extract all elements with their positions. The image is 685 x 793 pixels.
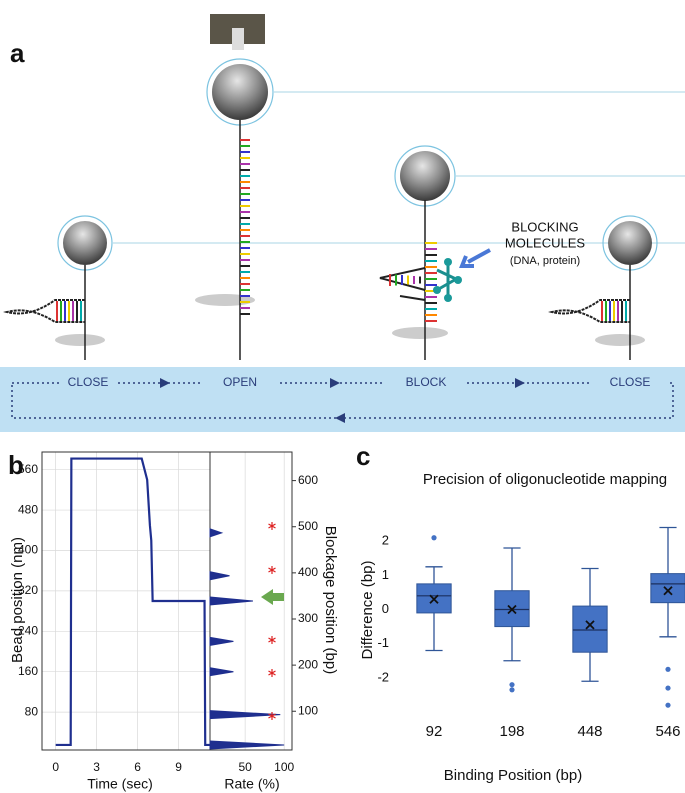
outlier	[431, 535, 437, 541]
x-tick-label: 92	[426, 723, 443, 740]
molecule-node	[444, 258, 452, 266]
panel-label: b	[8, 450, 24, 480]
shadow	[392, 327, 448, 339]
hairpin	[3, 299, 85, 323]
chart-title: Precision of oligonucleotide mapping	[423, 471, 667, 488]
rate-peak	[209, 667, 234, 677]
outlier	[665, 666, 671, 672]
mean-marker	[429, 594, 439, 604]
plot-frame	[41, 451, 293, 751]
fork	[379, 267, 426, 301]
rate-peak	[209, 740, 285, 750]
pointer-arrow	[459, 248, 491, 268]
pointer-arrow	[261, 589, 284, 605]
rate-peak	[209, 571, 230, 581]
outlier	[509, 687, 515, 693]
rate-peak	[209, 596, 253, 606]
y-tick-label: 2	[382, 533, 389, 548]
mean-marker	[663, 586, 673, 596]
rate-peak	[209, 710, 281, 720]
panel-label: c	[356, 441, 370, 471]
stage-label: OPEN	[223, 375, 257, 389]
blocking-sublabel: (DNA, protein)	[510, 255, 580, 267]
x-tick-label: 546	[655, 723, 680, 740]
mean-marker	[585, 620, 595, 630]
magnet-gap	[232, 28, 244, 50]
bead	[400, 151, 450, 201]
bead	[212, 64, 268, 120]
y-tick-label: -1	[377, 635, 389, 650]
y-tick-label: 560	[18, 462, 38, 476]
bead	[608, 221, 652, 265]
asterisk	[268, 566, 276, 574]
x-tick-label: 100	[274, 760, 294, 774]
x-tick-label: 3	[93, 760, 100, 774]
y2-tick-label: 500	[298, 519, 318, 533]
molecule-node	[444, 294, 452, 302]
y2-tick-label: 200	[298, 657, 318, 671]
box	[650, 573, 685, 604]
outlier	[665, 685, 671, 691]
stage-label: BLOCK	[406, 375, 447, 389]
panel-label: a	[10, 38, 25, 68]
y2-tick-label: 400	[298, 565, 318, 579]
y-tick-label: 0	[382, 601, 389, 616]
stage-label: CLOSE	[68, 375, 109, 389]
y-tick-label: -2	[377, 669, 389, 684]
panel-a	[0, 14, 685, 432]
outlier	[665, 702, 671, 708]
x-tick-label: 0	[52, 760, 59, 774]
x-axis-title: Time (sec)	[87, 776, 153, 792]
y-axis-title: Difference (bp)	[359, 561, 376, 660]
y2-tick-label: 600	[298, 473, 318, 487]
y-tick-label: 480	[18, 502, 38, 516]
mean-marker	[507, 604, 517, 615]
y-tick-label: 320	[18, 583, 38, 597]
box	[572, 605, 608, 653]
rate-peak	[209, 636, 234, 646]
hairpin	[548, 299, 630, 323]
x-axis-title: Binding Position (bp)	[444, 767, 582, 784]
shadow	[55, 334, 105, 346]
y-axis-title: Bead position (nm)	[9, 537, 26, 663]
x-axis-title: Rate (%)	[224, 776, 279, 792]
blocking-label: MOLECULES	[505, 235, 586, 250]
molecule-node	[454, 276, 462, 284]
bead	[63, 221, 107, 265]
y2-axis-title: Blockage position (bp)	[322, 526, 339, 674]
x-tick-label: 198	[499, 723, 524, 740]
rate-peak	[209, 528, 224, 538]
molecule-node	[433, 286, 441, 294]
x-tick-label: 50	[238, 760, 252, 774]
x-tick-label: 6	[134, 760, 141, 774]
y-tick-label: 1	[382, 567, 389, 582]
y2-tick-label: 300	[298, 611, 318, 625]
outlier	[509, 682, 515, 688]
asterisk	[268, 712, 276, 720]
asterisk	[268, 636, 276, 644]
x-tick-label: 9	[175, 760, 182, 774]
asterisk	[268, 522, 276, 530]
shadow	[595, 334, 645, 346]
y-tick-label: 80	[25, 704, 39, 718]
blocking-label: BLOCKING	[511, 219, 578, 234]
y2-tick-label: 100	[298, 703, 318, 717]
x-tick-label: 448	[577, 723, 602, 740]
y-tick-label: 160	[18, 664, 38, 678]
y-tick-label: 240	[18, 623, 38, 637]
stage-label: CLOSE	[610, 375, 651, 389]
asterisk	[268, 669, 276, 677]
trace	[55, 457, 210, 747]
y-tick-label: 400	[18, 543, 38, 557]
